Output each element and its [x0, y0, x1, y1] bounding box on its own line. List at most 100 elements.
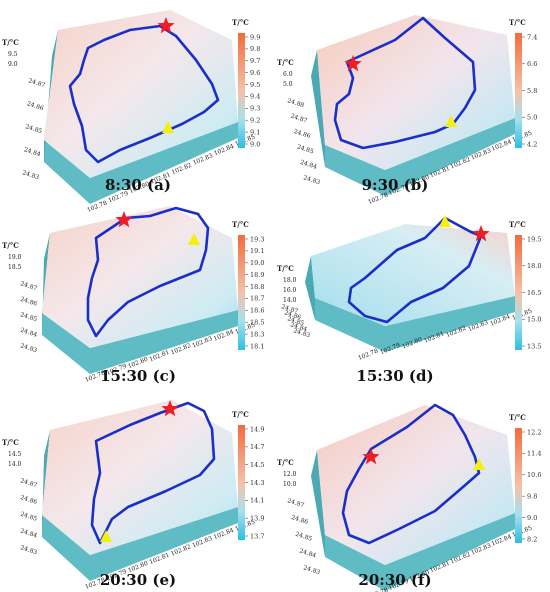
y-tick-label: 24.85: [19, 311, 38, 323]
terrain-side: [311, 450, 325, 557]
z-tick-label: 6.0: [283, 71, 293, 78]
z-tick-label: 10.0: [283, 481, 297, 488]
y-tick-label: 24.86: [293, 128, 312, 140]
z-tick-label: 9.5: [8, 51, 18, 58]
y-tick-label: 24.83: [292, 327, 311, 339]
colorbar-tick-label: 9.0: [527, 514, 537, 522]
panel-caption: 8:30 (a): [105, 176, 171, 194]
colorbar-tick-label: 9.2: [250, 117, 260, 125]
colorbar-tick-label: 9.8: [250, 45, 260, 53]
start-star-marker: [362, 448, 380, 465]
panel-d: T/°C18.016.014.024.8724.8624.8524.8424.8…: [277, 215, 541, 385]
z-tick-label: 12.0: [283, 471, 297, 478]
colorbar-tick-label: 5.8: [527, 87, 537, 95]
z-tick-label: 5.0: [283, 81, 293, 88]
start-star-marker: [161, 400, 179, 417]
y-tick-label: 24.84: [298, 547, 317, 559]
y-tick-label: 24.87: [19, 477, 38, 489]
y-tick-label: 24.86: [26, 100, 45, 112]
terrain-base: [42, 310, 238, 374]
z-axis-title: T/°C: [2, 438, 19, 447]
vehicle-route: [333, 16, 477, 150]
end-triangle-marker: [473, 458, 485, 470]
colorbar-tick-label: 18.1: [250, 342, 264, 350]
colorbar-tick-label: 9.4: [250, 93, 260, 101]
end-triangle-marker: [445, 115, 457, 127]
colorbar-tick-label: 14.9: [250, 425, 264, 433]
y-tick-label: 24.84: [299, 159, 318, 171]
colorbar-tick-label: 9.8: [527, 493, 537, 501]
colorbar-tick-label: 14.1: [250, 497, 264, 505]
y-tick-label: 24.85: [296, 143, 315, 155]
colorbar-tick-label: 4.2: [527, 140, 537, 148]
vehicle-route: [347, 216, 483, 324]
y-tick-label: 24.87: [27, 77, 46, 89]
colorbar-tick-label: 18.6: [250, 307, 264, 315]
terrain-side: [311, 50, 325, 167]
colorbar-tick-label: 18.3: [250, 330, 264, 338]
terrain-base: [44, 122, 238, 204]
panel-e: T/°C14.514.024.8724.8624.8524.8424.83102…: [2, 400, 264, 591]
colorbar-tick-label: 13.5: [527, 342, 541, 350]
colorbar-tick-label: 9.1: [250, 128, 260, 136]
y-tick-label: 24.84: [23, 146, 42, 158]
terrain-mesh: [317, 405, 515, 565]
colorbar-title: T/°C: [509, 18, 526, 27]
terrain-side: [42, 233, 50, 335]
terrain-mesh: [42, 206, 238, 348]
end-triangle-marker: [100, 530, 112, 542]
y-tick-label: 24.87: [19, 280, 38, 292]
y-tick-label: 24.85: [294, 531, 313, 543]
colorbar-tick-label: 9.5: [250, 81, 260, 89]
y-tick-label: 24.83: [302, 174, 321, 186]
colorbar: [515, 428, 522, 543]
colorbar-tick-label: 18.7: [250, 295, 264, 303]
start-star-marker: [157, 17, 175, 34]
colorbar-tick-label: 18.9: [250, 271, 264, 279]
y-tick-label: 24.87: [290, 113, 309, 125]
colorbar-tick-label: 16.5: [527, 289, 541, 297]
y-tick-label: 24.83: [19, 544, 38, 556]
z-tick-label: 9.0: [8, 61, 18, 68]
colorbar-tick-label: 13.9: [250, 514, 264, 522]
z-tick-label: 14.0: [8, 461, 22, 468]
colorbar-tick-label: 19.0: [250, 259, 264, 267]
colorbar-tick-label: 12.2: [527, 428, 541, 436]
colorbar-tick-label: 18.5: [250, 319, 264, 327]
colorbar: [238, 425, 245, 540]
z-axis-title: T/°C: [2, 241, 19, 250]
terrain-base: [315, 296, 515, 352]
colorbar-tick-label: 7.4: [527, 33, 537, 41]
colorbar-tick-label: 8.2: [527, 535, 537, 543]
colorbar-tick-label: 15.0: [527, 316, 541, 324]
colorbar-tick-label: 18.8: [250, 283, 264, 291]
panel-c: T/°C19.018.524.8724.8624.8524.8424.83102…: [2, 206, 264, 385]
z-axis-title: T/°C: [277, 58, 294, 67]
y-tick-label: 24.85: [19, 511, 38, 523]
terrain-mesh: [311, 224, 515, 326]
vehicle-route: [86, 206, 210, 338]
colorbar-title: T/°C: [509, 220, 526, 229]
panel-f: T/°C 12.0 10.0 24.87 24.86 24.85 24.84 24.83 102…: [277, 403, 541, 592]
terrain-mesh: [42, 400, 238, 555]
colorbar: [238, 33, 245, 148]
colorbar-title: T/°C: [232, 410, 249, 419]
colorbar-tick-label: 10.6: [527, 471, 541, 479]
panel-caption: 9:30 (b): [362, 176, 429, 194]
end-triangle-marker: [162, 121, 174, 133]
colorbar-tick-label: 9.6: [250, 69, 260, 77]
z-axis-title: T/°C: [277, 264, 294, 273]
start-star-marker: [115, 211, 133, 228]
y-tick-label: 24.83: [21, 169, 40, 181]
colorbar-tick-label: 9.9: [250, 33, 260, 41]
colorbar-tick-label: 9.7: [250, 57, 260, 65]
y-tick-label: 24.88: [286, 97, 305, 109]
panel-a: T/°C9.59.024.8724.8624.8524.8424.83102.7…: [2, 10, 260, 214]
z-axis-title: T/°C: [2, 38, 19, 47]
x-tick-label: 102.78: [367, 586, 389, 592]
terrain-side: [42, 430, 50, 537]
colorbar-tick-label: 9.0: [250, 140, 260, 148]
terrain-base: [325, 513, 515, 591]
colorbar-tick-label: 9.3: [250, 105, 260, 113]
z-tick-label: 19.0: [8, 254, 22, 261]
